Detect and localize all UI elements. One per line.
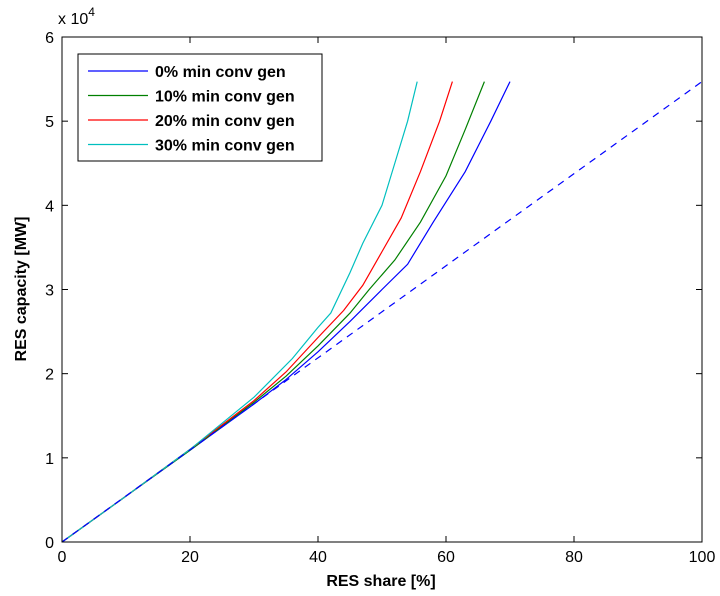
x-tick-label: 100 [689,549,716,566]
y-tick-label: 1 [45,451,54,468]
x-tick-label: 60 [437,549,455,566]
y-tick-label: 6 [45,30,54,47]
x-tick-label: 40 [309,549,327,566]
y-tick-label: 2 [45,367,54,384]
legend-entry-label: 0% min conv gen [155,64,286,81]
y-tick-label: 4 [45,198,54,215]
x-axis-label: RES share [%] [326,573,435,590]
x-tick-label: 0 [58,549,67,566]
y-exponent-label: x 104 [58,5,95,28]
series-layer [61,81,703,543]
legend: 0% min conv gen 10% min conv gen 20% min c… [77,53,323,162]
y-axis-label: RES capacity [MW] [13,217,30,362]
legend-box [77,53,323,162]
y-tick-label: 0 [45,535,54,552]
y-tick-label: 5 [45,114,54,131]
x-tick-label: 20 [181,549,199,566]
series-line-4 [61,81,703,543]
legend-entry-label: 30% min conv gen [155,138,295,155]
legend-entry-label: 20% min conv gen [155,113,295,130]
legend-entry-label: 10% min conv gen [155,89,295,106]
y-tick-label: 3 [45,283,54,300]
ticks-layer: 0 20 40 60 80 100 0 1 2 3 4 5 6 [45,30,715,566]
x-tick-label: 80 [565,549,583,566]
